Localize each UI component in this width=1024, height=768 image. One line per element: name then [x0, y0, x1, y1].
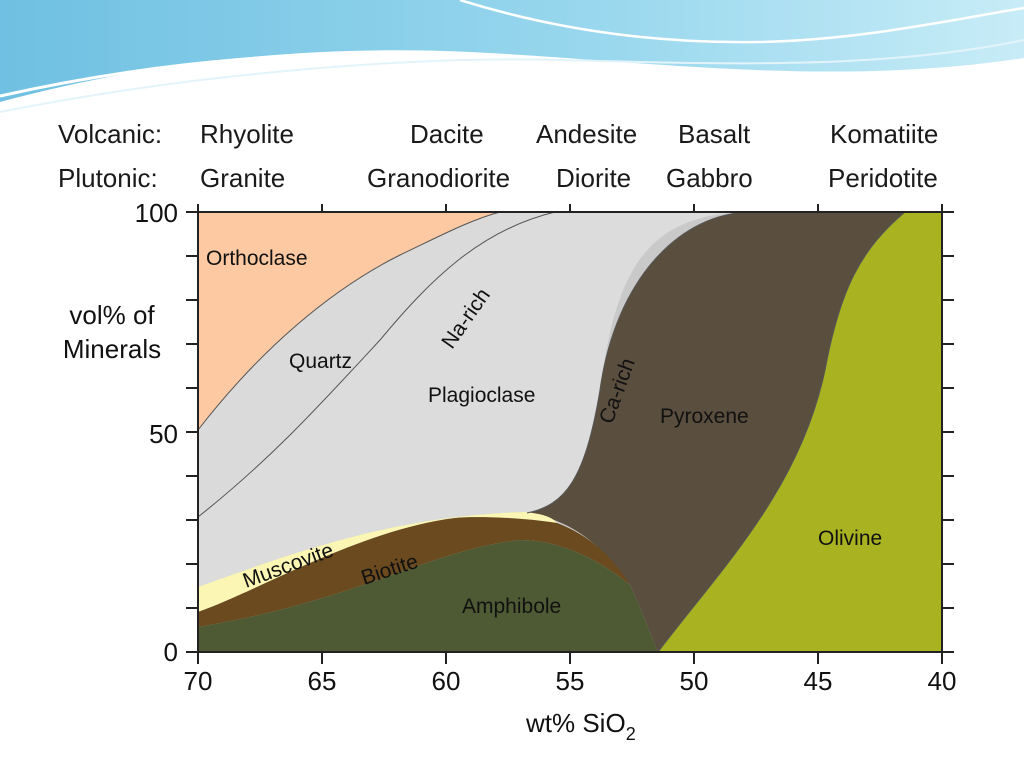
- x-axis-label-subscript: 2: [626, 724, 636, 744]
- x-tick-label-70: 70: [184, 666, 213, 696]
- orthoclase-label: Orthoclase: [206, 247, 308, 270]
- y-axis-label-line1: vol% of: [69, 300, 155, 330]
- volcanic-basalt: Basalt: [678, 119, 751, 149]
- volcanic-rhyolite: Rhyolite: [200, 119, 294, 149]
- x-tick-label-65: 65: [308, 666, 337, 696]
- y-tick-label-50: 50: [149, 419, 178, 449]
- x-tick-label-60: 60: [432, 666, 461, 696]
- y-tick-label-0: 0: [164, 637, 178, 667]
- x-tick-label-55: 55: [556, 666, 585, 696]
- plagioclase-ca-rich-highlight: [198, 212, 752, 587]
- header-wave-highlight: [0, 52, 1024, 98]
- quartz-label: Quartz: [289, 350, 352, 373]
- header-decoration: [0, 0, 1024, 113]
- amphibole-region: [198, 540, 658, 652]
- plagioclase-pyroxene-boundary: [526, 211, 753, 514]
- pyroxene-region: [527, 212, 905, 652]
- plutonic-row-label: Plutonic:: [58, 163, 158, 193]
- orthoclase-region: [198, 212, 500, 430]
- volcanic-dacite: Dacite: [410, 119, 484, 149]
- x-axis-label-main: wt% SiO: [525, 708, 626, 738]
- plutonic-granodiorite: Granodiorite: [367, 163, 511, 193]
- x-tick-label-40: 40: [928, 666, 957, 696]
- plutonic-peridotite: Peridotite: [828, 163, 938, 193]
- olivine-label: Olivine: [818, 527, 882, 550]
- quartz-region: [198, 212, 555, 517]
- olivine-region: [658, 212, 942, 652]
- pyroxene-label: Pyroxene: [660, 405, 749, 428]
- quartz-plagioclase-boundary: [197, 211, 556, 518]
- header-wave-fill: [0, 0, 1024, 102]
- biotite-region: [198, 517, 630, 627]
- x-tick-label-50: 50: [680, 666, 709, 696]
- amphibole-label: Amphibole: [462, 595, 561, 618]
- plutonic-gabbro: Gabbro: [666, 163, 753, 193]
- muscovite-region: [198, 512, 557, 612]
- orthoclase-quartz-boundary: [197, 211, 501, 431]
- header-wave-curl: [459, 0, 1024, 44]
- x-axis-label: wt% SiO2: [525, 708, 636, 744]
- plutonic-diorite: Diorite: [556, 163, 632, 193]
- volcanic-row-label: Volcanic:: [58, 119, 163, 149]
- header-wave-line: [0, 39, 1024, 113]
- volcanic-komatiite: Komatiite: [830, 119, 939, 149]
- pyroxene-olivine-boundary: [657, 211, 906, 653]
- volcanic-andesite: Andesite: [536, 119, 638, 149]
- x-tick-label-45: 45: [804, 666, 833, 696]
- plagioclase-label: Plagioclase: [428, 384, 535, 407]
- y-tick-label-100: 100: [135, 198, 178, 228]
- plutonic-granite: Granite: [200, 163, 286, 193]
- y-axis-label-line2: Minerals: [63, 334, 161, 364]
